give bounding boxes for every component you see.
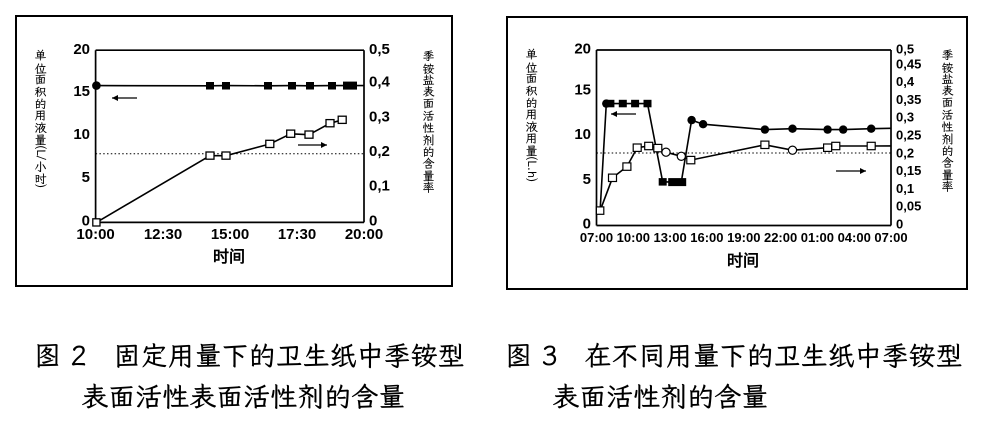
svg-text:22:00: 22:00 [764,230,797,245]
svg-text:0,3: 0,3 [896,110,914,125]
svg-text:20: 20 [574,40,591,57]
svg-text:10:00: 10:00 [617,230,650,245]
svg-text:10:00: 10:00 [76,226,114,243]
svg-text:0,2: 0,2 [369,143,390,160]
svg-text:0,35: 0,35 [896,92,921,107]
svg-text:15: 15 [73,83,90,100]
svg-text:时间: 时间 [213,247,245,266]
svg-text:01:00: 01:00 [801,230,834,245]
svg-text:10: 10 [574,126,591,143]
svg-text:0,5: 0,5 [896,41,914,56]
svg-text:07:00: 07:00 [580,230,613,245]
svg-text:13:00: 13:00 [653,230,686,245]
svg-text:07:00: 07:00 [874,230,907,245]
svg-text:0,25: 0,25 [896,128,921,143]
svg-text:时间: 时间 [727,251,759,270]
svg-text:15: 15 [574,82,591,99]
svg-text:0,1: 0,1 [369,178,390,195]
svg-text:0,1: 0,1 [896,181,914,196]
svg-text:0,4: 0,4 [896,74,915,89]
svg-text:5: 5 [583,171,591,188]
svg-text:0,4: 0,4 [369,74,391,91]
svg-text:0,5: 0,5 [369,41,390,58]
svg-text:5: 5 [82,169,90,186]
svg-text:17:30: 17:30 [278,226,316,243]
svg-text:0,3: 0,3 [369,108,390,125]
svg-text:20:00: 20:00 [345,226,383,243]
svg-text:20: 20 [73,41,90,58]
svg-text:12:30: 12:30 [144,226,182,243]
svg-text:0,2: 0,2 [896,145,914,160]
svg-text:0,15: 0,15 [896,163,921,178]
svg-text:0,45: 0,45 [896,56,921,71]
svg-text:04:00: 04:00 [838,230,871,245]
svg-text:10: 10 [73,126,90,143]
svg-text:0,05: 0,05 [896,199,921,214]
svg-text:15:00: 15:00 [211,226,249,243]
svg-text:19:00: 19:00 [727,230,760,245]
svg-text:16:00: 16:00 [690,230,723,245]
